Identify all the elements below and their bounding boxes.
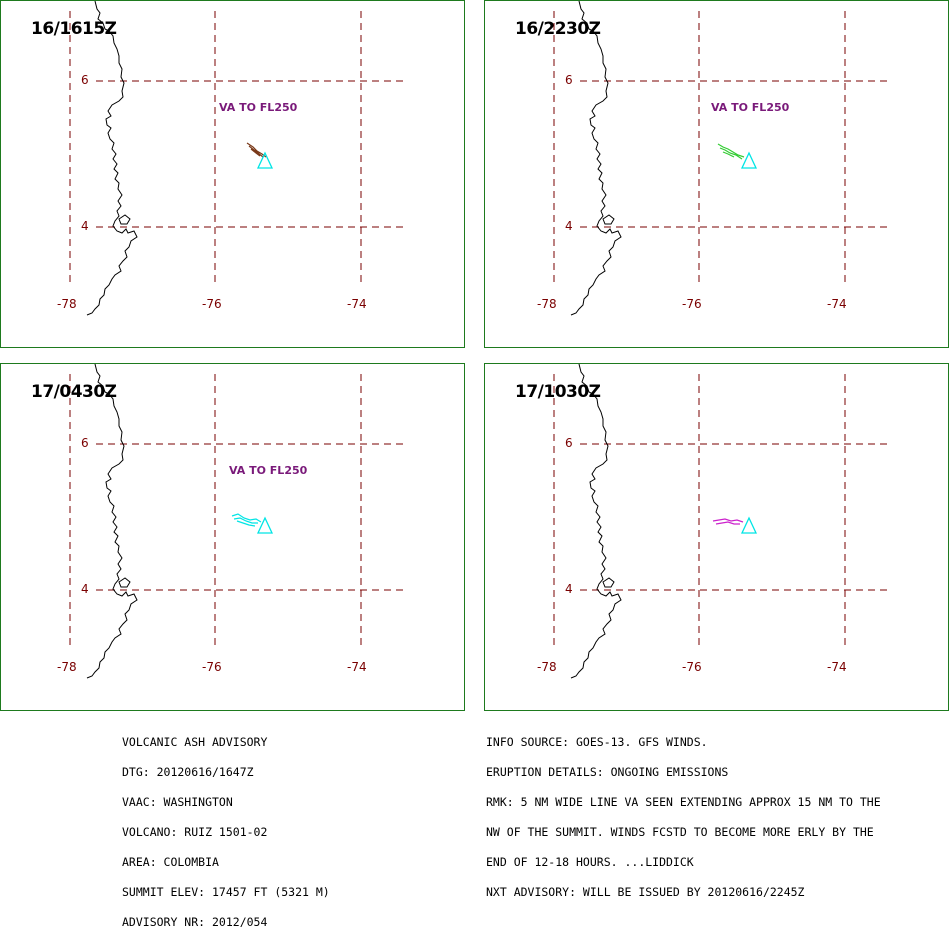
volcano-marker-p2	[740, 151, 758, 169]
lon-label-78-p4: -78	[537, 660, 557, 674]
lon-label-74-p2: -74	[827, 297, 847, 311]
va-label-1: VA TO FL250	[219, 101, 298, 114]
advisory-title: VOLCANIC ASH ADVISORY	[122, 735, 268, 749]
va-label-2: VA TO FL250	[711, 101, 790, 114]
lon-label-76-p1: -76	[202, 297, 222, 311]
lat-label-4-p4: 4	[565, 582, 573, 596]
lat-label-4-p2: 4	[565, 219, 573, 233]
lon-label-76-p4: -76	[682, 660, 702, 674]
advisory-dtg: DTG: 20120616/1647Z	[122, 765, 254, 779]
advisory-eruption: ERUPTION DETAILS: ONGOING EMISSIONS	[486, 765, 729, 779]
lon-label-76-p2: -76	[682, 297, 702, 311]
panel-time-3: 17/0430Z	[31, 382, 117, 402]
ash-plume-p1	[246, 142, 267, 158]
lat-label-6-p1: 6	[81, 73, 89, 87]
lon-label-74-p1: -74	[347, 297, 367, 311]
lon-label-78-p1: -78	[57, 297, 77, 311]
advisory-remark-1: RMK: 5 NM WIDE LINE VA SEEN EXTENDING AP…	[486, 795, 881, 809]
advisory-info-source: INFO SOURCE: GOES-13. GFS WINDS.	[486, 735, 708, 749]
coast-islet-p1	[118, 214, 131, 225]
coastline-p1	[86, 1, 138, 316]
advisory-left: VOLCANIC ASH ADVISORY DTG: 20120616/1647…	[122, 717, 330, 937]
lat-label-4-p1: 4	[81, 219, 89, 233]
advisory-remark-2: NW OF THE SUMMIT. WINDS FCSTD TO BECOME …	[486, 825, 874, 839]
map-canvas-4	[553, 364, 890, 679]
lat-label-6-p4: 6	[565, 436, 573, 450]
map-panel-4: 17/1030Z 6 4 -78 -76 -74	[484, 363, 949, 711]
coastline-p4	[570, 364, 622, 679]
lat-label-6-p2: 6	[565, 73, 573, 87]
coast-islet-p2	[602, 214, 615, 225]
map-panel-2: 16/2230Z VA TO FL250 6 4 -78 -76 -74	[484, 0, 949, 348]
coastline-p3	[86, 364, 138, 679]
panel-time-2: 16/2230Z	[515, 19, 601, 39]
map-panel-1: 16/1615Z VA TO FL250 6 4 -78 -76 -74	[0, 0, 465, 348]
advisory-next: NXT ADVISORY: WILL BE ISSUED BY 20120616…	[486, 885, 805, 899]
panel-time-1: 16/1615Z	[31, 19, 117, 39]
advisory-area: AREA: COLOMBIA	[122, 855, 219, 869]
coastline-p2	[570, 1, 622, 316]
lon-label-78-p2: -78	[537, 297, 557, 311]
ash-plume-p3	[231, 513, 262, 527]
coast-islet-p4	[602, 577, 615, 588]
map-panel-3: 17/0430Z VA TO FL250 6 4 -78 -76 -74	[0, 363, 465, 711]
advisory-right: INFO SOURCE: GOES-13. GFS WINDS. ERUPTIO…	[486, 717, 881, 907]
advisory-summit: SUMMIT ELEV: 17457 FT (5321 M)	[122, 885, 330, 899]
volcano-marker-p4	[740, 516, 758, 534]
advisory-remark-3: END OF 12-18 HOURS. ...LIDDICK	[486, 855, 694, 869]
va-label-3: VA TO FL250	[229, 464, 308, 477]
map-canvas-3	[69, 364, 406, 679]
map-canvas-2	[553, 1, 890, 316]
advisory-number: ADVISORY NR: 2012/054	[122, 915, 268, 929]
advisory-volcano: VOLCANO: RUIZ 1501-02	[122, 825, 268, 839]
lat-label-4-p3: 4	[81, 582, 89, 596]
ash-plume-p4	[712, 518, 744, 525]
lon-label-74-p4: -74	[827, 660, 847, 674]
coast-islet-p3	[118, 577, 131, 588]
lon-label-76-p3: -76	[202, 660, 222, 674]
ash-plume-p2	[717, 143, 745, 160]
lon-label-74-p3: -74	[347, 660, 367, 674]
volcano-marker-p3	[256, 516, 274, 534]
volcano-marker-p1	[256, 151, 274, 169]
lon-label-78-p3: -78	[57, 660, 77, 674]
lat-label-6-p3: 6	[81, 436, 89, 450]
map-canvas-1	[69, 1, 406, 316]
panel-time-4: 17/1030Z	[515, 382, 601, 402]
advisory-vaac: VAAC: WASHINGTON	[122, 795, 233, 809]
